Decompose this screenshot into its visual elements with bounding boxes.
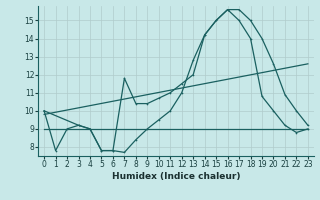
X-axis label: Humidex (Indice chaleur): Humidex (Indice chaleur) xyxy=(112,172,240,181)
